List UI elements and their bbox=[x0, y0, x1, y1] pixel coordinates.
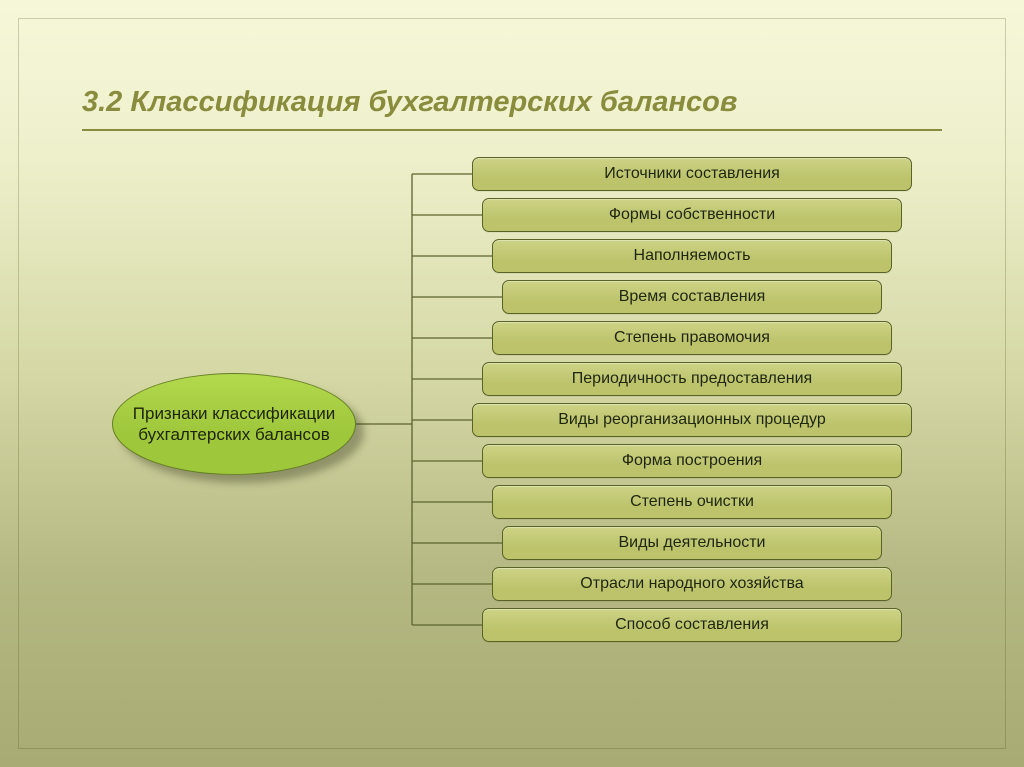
child-node-label: Форма построения bbox=[622, 452, 762, 470]
child-node: Виды реорганизационных процедур bbox=[472, 403, 912, 437]
child-node-label: Отрасли народного хозяйства bbox=[580, 575, 803, 593]
slide: 3.2 Классификация бухгалтерских балансов… bbox=[0, 0, 1024, 767]
child-node-label: Степень правомочия bbox=[614, 329, 770, 347]
child-node-label: Формы собственности bbox=[609, 206, 775, 224]
child-row: Периодичность предоставления bbox=[442, 362, 942, 396]
child-node-label: Периодичность предоставления bbox=[572, 370, 812, 388]
child-row: Отрасли народного хозяйства bbox=[442, 567, 942, 601]
child-node: Отрасли народного хозяйства bbox=[492, 567, 892, 601]
child-node-label: Способ составления bbox=[615, 616, 769, 634]
child-node: Виды деятельности bbox=[502, 526, 882, 560]
child-node: Способ составления bbox=[482, 608, 902, 642]
child-node-label: Виды деятельности bbox=[619, 534, 766, 552]
child-row: Виды деятельности bbox=[442, 526, 942, 560]
child-node-label: Наполняемость bbox=[634, 247, 751, 265]
child-node: Наполняемость bbox=[492, 239, 892, 273]
slide-title: 3.2 Классификация бухгалтерских балансов bbox=[82, 86, 942, 131]
child-node: Источники составления bbox=[472, 157, 912, 191]
root-node-label: Признаки классификации бухгалтерских бал… bbox=[131, 403, 337, 446]
child-node: Форма построения bbox=[482, 444, 902, 478]
child-node-label: Виды реорганизационных процедур bbox=[558, 411, 826, 429]
root-node: Признаки классификации бухгалтерских бал… bbox=[112, 373, 356, 475]
child-node: Время составления bbox=[502, 280, 882, 314]
child-row: Время составления bbox=[442, 280, 942, 314]
child-node: Степень правомочия bbox=[492, 321, 892, 355]
child-row: Степень правомочия bbox=[442, 321, 942, 355]
child-node: Формы собственности bbox=[482, 198, 902, 232]
child-row: Форма построения bbox=[442, 444, 942, 478]
children-column: Источники составления Формы собственности… bbox=[442, 157, 942, 642]
child-row: Степень очистки bbox=[442, 485, 942, 519]
child-node-label: Источники составления bbox=[604, 165, 780, 183]
child-node: Степень очистки bbox=[492, 485, 892, 519]
child-node-label: Степень очистки bbox=[630, 493, 754, 511]
child-row: Наполняемость bbox=[442, 239, 942, 273]
diagram-container: Признаки классификации бухгалтерских бал… bbox=[42, 157, 982, 677]
child-node-label: Время составления bbox=[619, 288, 766, 306]
child-node: Периодичность предоставления bbox=[482, 362, 902, 396]
child-row: Виды реорганизационных процедур bbox=[442, 403, 942, 437]
child-row: Формы собственности bbox=[442, 198, 942, 232]
child-row: Способ составления bbox=[442, 608, 942, 642]
child-row: Источники составления bbox=[442, 157, 942, 191]
root-node-wrap: Признаки классификации бухгалтерских бал… bbox=[112, 373, 356, 475]
